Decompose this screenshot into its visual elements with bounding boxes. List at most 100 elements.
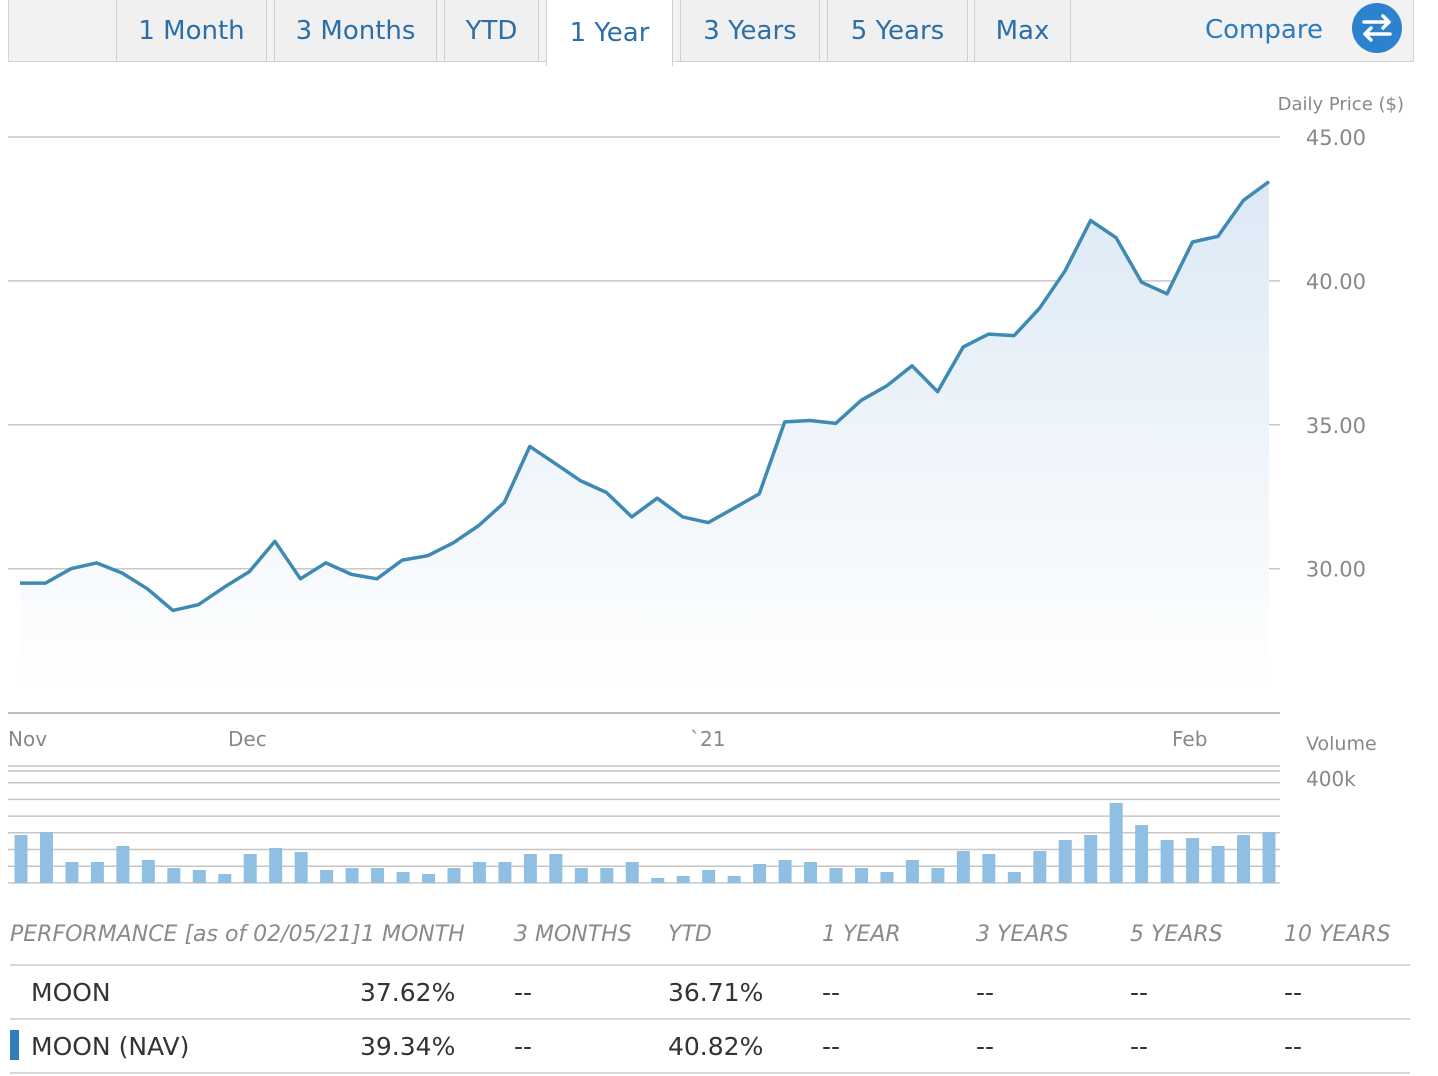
volume-bar [727,876,741,883]
perf-value: 36.71% [668,978,764,1007]
tab-3-months[interactable]: 3 Months [274,0,437,62]
volume-bar [753,864,767,883]
volume-bar [905,860,919,883]
x-tick-label: `21 [690,727,725,751]
tab-1-month[interactable]: 1 Month [116,0,267,62]
perf-value: -- [822,1032,841,1061]
volume-bar [1007,872,1021,883]
perf-col-header: 3 YEARS [976,922,1069,947]
perf-col-header: 1 YEAR [822,922,901,947]
table-divider [10,964,1410,966]
volume-bar [320,870,334,883]
volume-bar [1186,838,1200,883]
compare-link[interactable]: Compare [1205,15,1323,45]
volume-bar [472,862,486,883]
volume-bar [447,868,461,883]
volume-bar [498,862,512,883]
volume-bar [778,860,792,883]
volume-axis-label: Volume [1306,733,1377,755]
volume-bar [880,872,894,883]
x-tick-label: Nov [8,727,47,751]
volume-bar [167,868,181,883]
volume-bar [1160,840,1174,883]
perf-value: 39.34% [360,1032,456,1061]
volume-bar [676,876,690,883]
volume-bar [39,832,53,883]
perf-value: -- [976,1032,995,1061]
volume-bar [218,874,232,883]
volume-bar [422,874,436,883]
y-tick-label: 35.00 [1306,414,1366,438]
swap-arrows-icon [1362,14,1392,42]
volume-bar [345,868,359,883]
volume-bar [14,835,28,883]
perf-value: -- [1130,978,1149,1007]
table-divider [10,1072,1410,1074]
volume-bar [702,870,716,883]
perf-col-header: 5 YEARS [1130,922,1223,947]
y-tick-label: 40.00 [1306,270,1366,294]
tab-3-years[interactable]: 3 Years [680,0,820,62]
volume-bar [243,854,257,883]
volume-bar [90,862,104,883]
volume-bar [1109,803,1123,883]
table-divider [10,1018,1410,1020]
volume-bar [141,860,155,883]
volume-bar [269,848,283,883]
volume-bar [931,868,945,883]
volume-bar [804,862,818,883]
volume-tick-label: 400k [1306,767,1356,791]
volume-bar [549,854,563,883]
perf-value: -- [1284,978,1303,1007]
volume-bar [829,868,843,883]
performance-title: PERFORMANCE [as of 02/05/21] [10,922,361,947]
perf-value: -- [514,978,533,1007]
fund-name: MOON [31,978,111,1007]
volume-bar [294,852,308,883]
tab-5-years[interactable]: 5 Years [827,0,968,62]
compare-button[interactable] [1352,3,1402,53]
volume-bar [116,846,130,883]
perf-value: 37.62% [360,978,456,1007]
perf-value: 40.82% [668,1032,764,1061]
tab-max[interactable]: Max [974,0,1071,62]
volume-bar [600,868,614,883]
price-volume-chart: Daily Price ($) 45.00 40.00 35.00 30.00 Nov De… [8,94,1404,884]
volume-bar [192,870,206,883]
y-axis-label: Daily Price ($) [1278,94,1404,115]
series-color-marker [10,1030,19,1060]
volume-bar [1084,835,1098,883]
volume-bar [956,851,970,883]
volume-bar [396,872,410,883]
perf-col-header: 3 MONTHS [514,922,632,947]
volume-bar [854,868,868,883]
perf-value: -- [976,978,995,1007]
perf-value: -- [1284,1032,1303,1061]
perf-col-header: 1 MONTH [361,922,465,947]
volume-bar [574,868,588,883]
perf-value: -- [514,1032,533,1061]
fund-name: MOON (NAV) [31,1032,190,1061]
tab-1-year[interactable]: 1 Year [546,0,673,66]
volume-bar [1033,851,1047,883]
volume-bar [625,862,639,883]
perf-col-header: 10 YEARS [1284,922,1391,947]
y-tick-label: 30.00 [1306,558,1366,582]
volume-bar [1211,846,1225,883]
volume-bar [523,854,537,883]
volume-bar [982,854,996,883]
tab-ytd[interactable]: YTD [444,0,539,62]
volume-bar [371,868,385,883]
volume-bar [651,878,665,883]
x-tick-label: Dec [228,727,267,751]
price-area [20,181,1269,691]
volume-bar [1262,832,1276,883]
volume-bar [1135,825,1149,883]
x-tick-label: Feb [1172,727,1207,751]
perf-value: -- [1130,1032,1149,1061]
volume-bar [1058,840,1072,883]
price-line [20,180,1271,613]
perf-value: -- [822,978,841,1007]
volume-bar [1237,835,1251,883]
volume-bar [65,862,79,883]
